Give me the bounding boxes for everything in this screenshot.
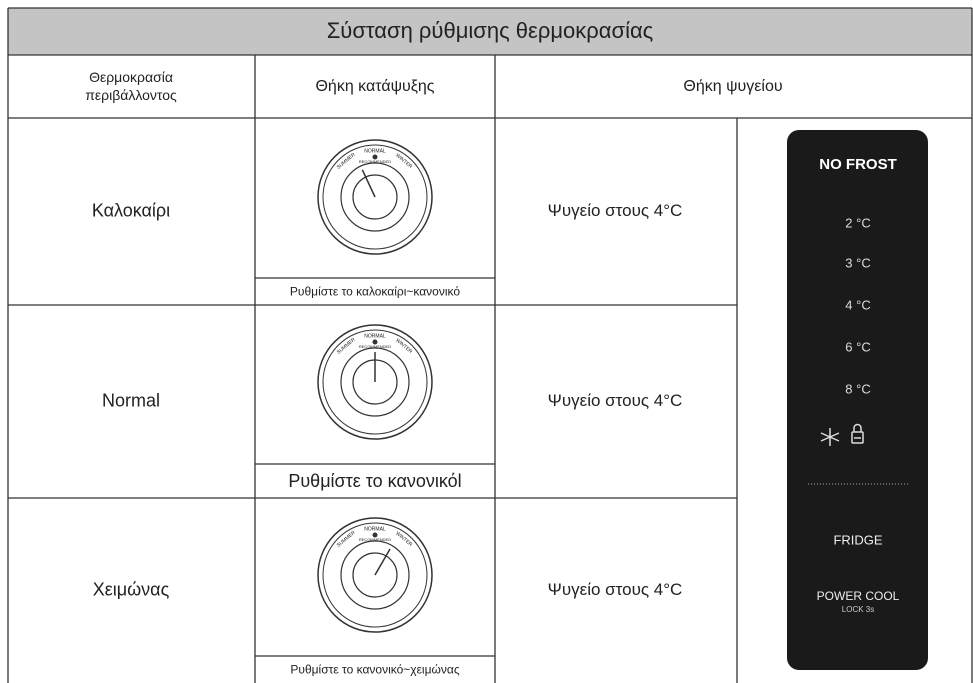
panel-temp: 4 °C	[845, 297, 870, 312]
dial-ring	[322, 144, 428, 250]
dial-dot	[372, 532, 378, 538]
dial-ring	[340, 162, 410, 232]
fridge-setting: Ψυγείο στους 4°C	[548, 201, 683, 220]
dial	[317, 324, 433, 440]
title: Σύσταση ρύθμισης θερμοκρασίας	[327, 18, 654, 43]
column-header: Θήκη ψυγείου	[683, 78, 782, 95]
dial-ring	[317, 139, 433, 255]
panel-temp: 3 °C	[845, 255, 870, 270]
panel-temp: 6 °C	[845, 339, 870, 354]
dial-ring	[322, 522, 428, 628]
dial-label: WINTER	[394, 338, 413, 356]
dial-ring	[352, 552, 398, 598]
panel-fridge: FRIDGE	[833, 532, 882, 547]
dial-dot	[372, 339, 378, 345]
dial-ring	[340, 347, 410, 417]
header-bg	[8, 8, 972, 55]
control-panel	[787, 130, 928, 670]
ambient-label: Normal	[102, 390, 160, 410]
dial	[317, 517, 433, 633]
dial-ring	[317, 324, 433, 440]
panel-temp: 2 °C	[845, 215, 870, 230]
dial-dot	[372, 154, 378, 160]
dial-label: SUMMER	[336, 337, 357, 356]
dial-label: NORMAL	[364, 333, 386, 339]
dial-label: SUMMER	[336, 530, 357, 549]
dial-needle	[374, 548, 391, 576]
column-header: Θήκη κατάψυξης	[315, 78, 434, 95]
ambient-label: Καλοκαίρι	[92, 200, 170, 220]
dial-caption: Ρυθμίστε το κανονικόl	[288, 471, 461, 491]
table-grid	[7, 7, 973, 683]
panel-temp: 8 °C	[845, 381, 870, 396]
panel-lock: LOCK 3s	[842, 605, 874, 614]
dial-label: NORMAL	[364, 526, 386, 532]
dial-label: RECOMMENDED	[359, 537, 391, 542]
dial-needle	[361, 169, 376, 198]
dial-ring	[317, 517, 433, 633]
ambient-label: Χειμώνας	[93, 579, 170, 599]
icons	[820, 423, 864, 446]
dial-caption: Ρυθμίστε το κανονικό~χειμώνας	[290, 663, 459, 677]
dial-label: NORMAL	[364, 148, 386, 154]
fridge-setting: Ψυγείο στους 4°C	[548, 391, 683, 410]
panel-brand: NO FROST	[819, 156, 897, 173]
dial-label: RECOMMENDED	[359, 159, 391, 164]
column-header: Θερμοκρασία περιβάλλοντος	[85, 69, 177, 103]
dial-caption: Ρυθμίστε το καλοκαίρι~κανονικό	[290, 285, 460, 299]
dial-label: RECOMMENDED	[359, 344, 391, 349]
panel-power: POWER COOL	[817, 589, 900, 603]
dial-ring	[352, 174, 398, 220]
dial-label: SUMMER	[336, 152, 357, 171]
dial-label: WINTER	[394, 153, 413, 171]
dial-ring	[322, 329, 428, 435]
dial-ring	[340, 540, 410, 610]
dial	[317, 139, 433, 255]
dial-label: WINTER	[394, 531, 413, 549]
fridge-setting: Ψυγείο στους 4°C	[548, 580, 683, 599]
